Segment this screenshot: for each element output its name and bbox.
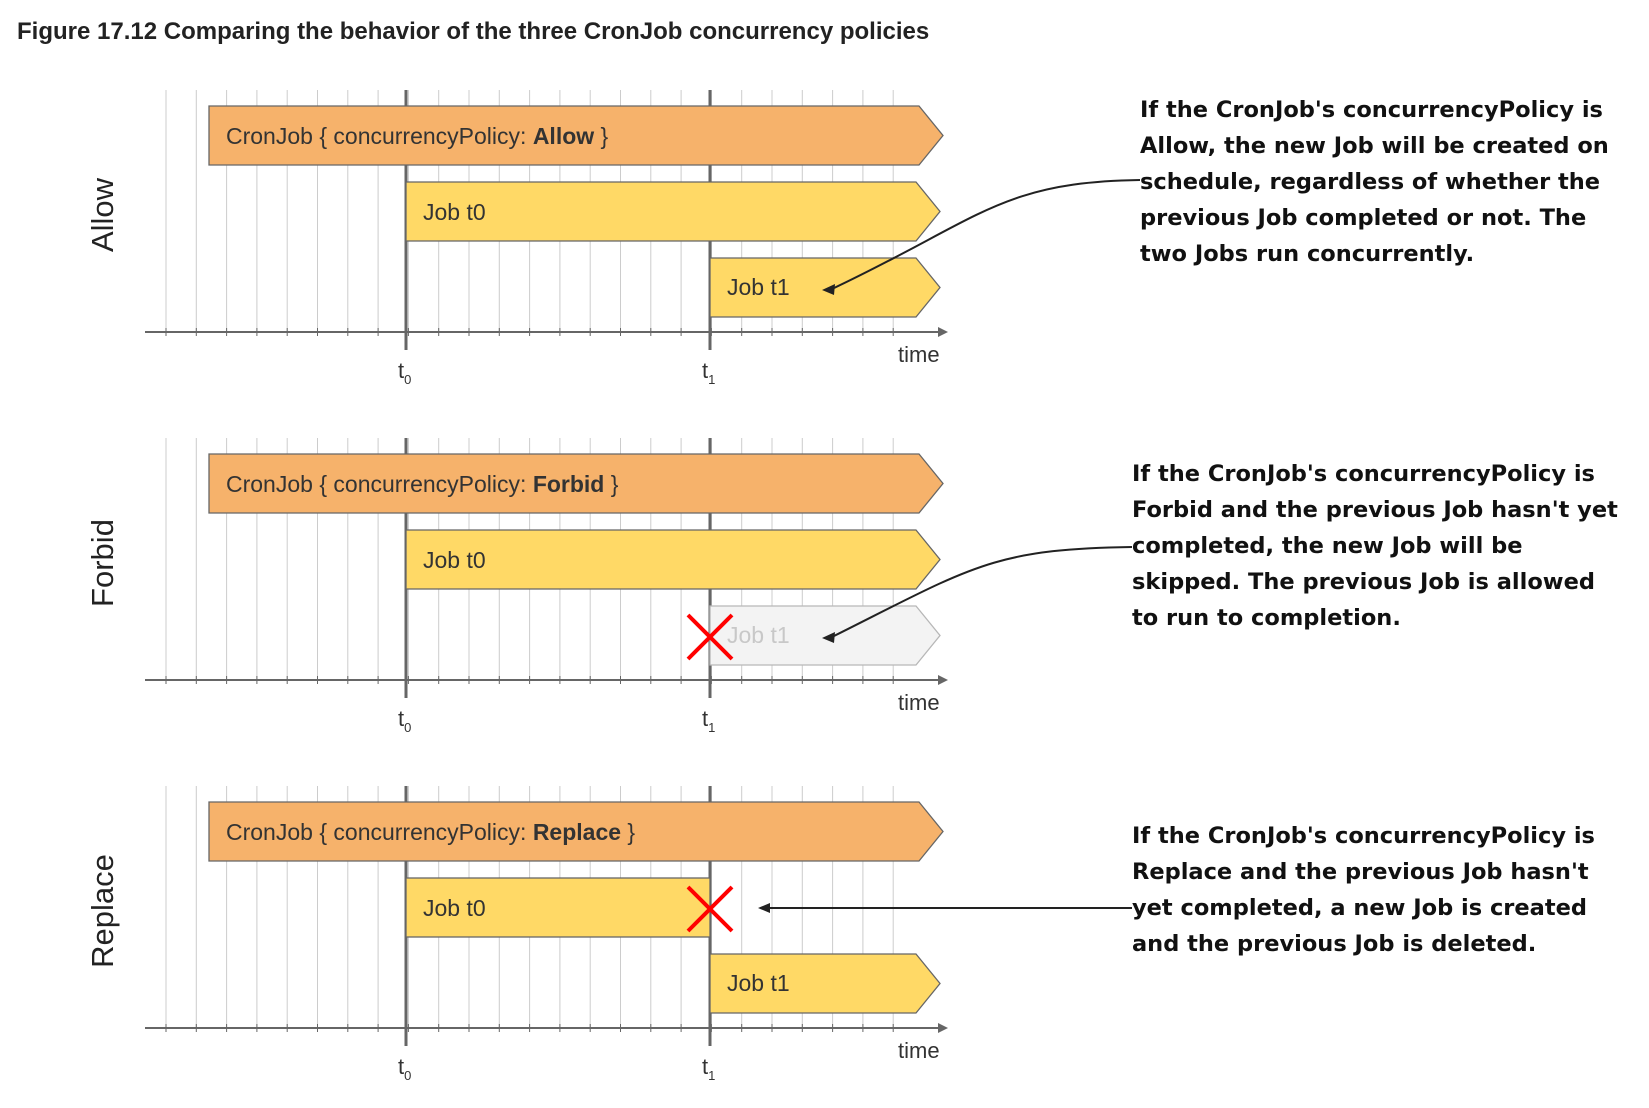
cronjob-bar-label: CronJob { concurrencyPolicy: Forbid } <box>226 471 619 497</box>
cronjob-bar <box>208 453 944 514</box>
job-t0-bar <box>405 181 941 242</box>
callout-connector <box>831 179 1141 290</box>
t0-tick-label: t0 <box>398 358 411 387</box>
cronjob-bar <box>208 105 944 166</box>
row-label-allow: Allow <box>85 177 120 252</box>
deleted-cross-icon <box>686 885 734 933</box>
cronjob-bar-label: CronJob { concurrencyPolicy: Replace } <box>226 819 635 845</box>
job-t0-bar <box>405 877 711 938</box>
annotation-allow: If the CronJob's concurrencyPolicy is Al… <box>1140 97 1609 267</box>
t0-tick-label: t0 <box>398 706 411 735</box>
callout-connector <box>831 546 1133 638</box>
job-t0-label: Job t0 <box>423 547 486 573</box>
annotation-replace: If the CronJob's concurrencyPolicy is Re… <box>1132 823 1595 957</box>
t0-tick-label: t0 <box>398 1054 411 1083</box>
job-t1-bar-skipped <box>709 605 941 666</box>
time-axis-arrowhead <box>938 1023 948 1033</box>
job-t1-label: Job t1 <box>727 274 790 300</box>
time-axis-arrowhead <box>938 327 948 337</box>
annotation-forbid: If the CronJob's concurrencyPolicy is Fo… <box>1132 461 1618 631</box>
cronjob-bar-label: CronJob { concurrencyPolicy: Allow } <box>226 123 609 149</box>
time-axis-label: time <box>898 690 940 715</box>
panel-forbid: time t0 t1 Forbid CronJob { concurrencyPolic… <box>85 438 1133 735</box>
panel-replace: time t0 t1 Replace CronJob { concurrencyPoli… <box>85 786 1132 1083</box>
panel-allow: time t0 t1 Allow CronJob { concurrencyPolicy… <box>85 90 1141 387</box>
t1-tick-label: t1 <box>702 358 715 387</box>
row-label-forbid: Forbid <box>85 519 120 607</box>
figure-caption: Figure 17.12 Comparing the behavior of t… <box>17 18 930 45</box>
skipped-cross-icon <box>686 613 734 661</box>
row-label-replace: Replace <box>85 854 120 968</box>
job-t1-label: Job t1 <box>727 622 790 648</box>
job-t1-label: Job t1 <box>727 970 790 996</box>
job-t0-bar <box>405 529 941 590</box>
time-axis-arrowhead <box>938 675 948 685</box>
callout-arrowhead <box>822 632 835 643</box>
t1-tick-label: t1 <box>702 706 715 735</box>
job-t1-bar <box>709 257 941 318</box>
cronjob-bar <box>208 801 944 862</box>
time-axis-label: time <box>898 1038 940 1063</box>
job-t0-label: Job t0 <box>423 895 486 921</box>
callout-arrowhead <box>822 284 835 295</box>
job-t0-label: Job t0 <box>423 199 486 225</box>
job-t1-bar <box>709 953 941 1014</box>
t1-tick-label: t1 <box>702 1054 715 1083</box>
callout-arrowhead <box>758 903 770 913</box>
time-axis-label: time <box>898 342 940 367</box>
